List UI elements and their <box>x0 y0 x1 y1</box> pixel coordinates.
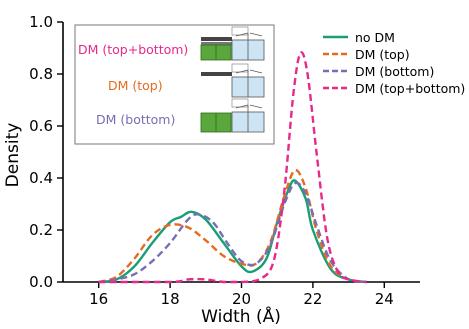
series-line-dm-top <box>98 168 367 284</box>
legend-label: DM (bottom) <box>355 64 434 79</box>
y-tick-label: 0.0 <box>29 273 53 291</box>
legend-label: DM (top+bottom) <box>355 81 465 96</box>
schematic-bottom-icon <box>200 98 265 133</box>
inset-legend: DM (top+bottom) DM (top) DM (bottom) <box>74 24 275 145</box>
x-tick-label: 24 <box>375 290 394 308</box>
legend-label: no DM <box>355 30 395 45</box>
x-tick-label: 18 <box>161 290 180 308</box>
x-tick-label: 16 <box>89 290 108 308</box>
inset-label-top-bottom: DM (top+bottom) <box>78 42 188 57</box>
y-ticks: 0.0 0.2 0.4 0.6 0.8 1.0 <box>29 13 63 291</box>
inset-label-top: DM (top) <box>108 78 163 93</box>
x-ticks: 16 18 20 22 24 <box>89 282 394 308</box>
schematic-top-bottom-icon <box>200 26 265 61</box>
y-tick-label: 0.2 <box>29 221 53 239</box>
inset-label-bottom: DM (bottom) <box>96 112 175 127</box>
y-tick-label: 0.8 <box>29 65 53 83</box>
legend-label: DM (top) <box>355 47 410 62</box>
x-axis-label: Width (Å) <box>201 305 281 327</box>
y-tick-label: 0.4 <box>29 169 53 187</box>
y-tick-label: 0.6 <box>29 117 53 135</box>
x-tick-label: 22 <box>303 290 322 308</box>
y-axis-label: Density <box>3 123 23 188</box>
y-tick-label: 1.0 <box>29 13 53 31</box>
series-layer <box>98 51 367 284</box>
series-line-dm-bottom <box>98 181 367 284</box>
x-tick-label: 20 <box>232 290 251 308</box>
legend: no DM DM (top) DM (bottom) DM (top+bottom) <box>323 30 465 96</box>
schematic-top-icon <box>201 63 265 98</box>
series-line-no-dm <box>98 179 367 284</box>
series-line-dm-top-bottom <box>98 51 367 284</box>
